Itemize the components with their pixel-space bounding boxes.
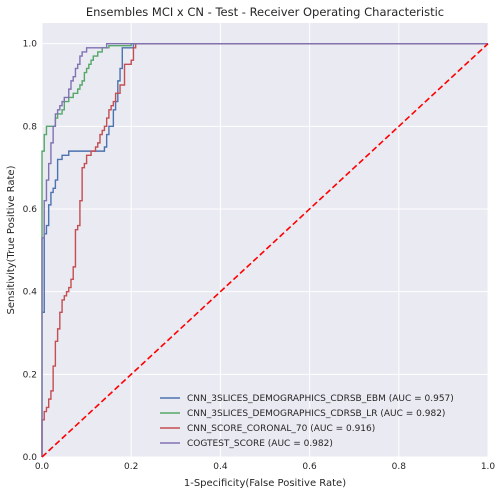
chart-title: Ensembles MCI x CN - Test - Receiver Ope… [86, 5, 444, 19]
x-tick-label: 0.6 [302, 462, 317, 472]
y-tick-label: 1.0 [23, 40, 38, 50]
x-tick-label: 0.0 [35, 462, 50, 472]
x-tick-label: 1.0 [481, 462, 496, 472]
y-tick-label: 0.4 [23, 288, 38, 298]
y-axis-ticks: 0.0 0.2 0.4 0.6 0.8 1.0 [23, 40, 38, 463]
y-tick-label: 0.6 [23, 205, 38, 215]
plot-background [42, 23, 488, 457]
legend-label: CNN_3SLICES_DEMOGRAPHICS_CDRSB_EBM (AUC … [187, 394, 454, 404]
x-tick-label: 0.4 [213, 462, 228, 472]
x-tick-label: 0.8 [392, 462, 407, 472]
x-axis-ticks: 0.0 0.2 0.4 0.6 0.8 1.0 [35, 462, 496, 472]
y-tick-label: 0.2 [23, 370, 37, 380]
y-tick-label: 0.8 [23, 122, 38, 132]
legend-label: COGTEST_SCORE (AUC = 0.982) [187, 439, 333, 449]
legend-label: CNN_3SLICES_DEMOGRAPHICS_CDRSB_LR (AUC =… [187, 409, 445, 419]
x-axis-label: 1-Specificity(False Positive Rate) [184, 478, 346, 489]
legend-label: CNN_SCORE_CORONAL_70 (AUC = 0.916) [187, 424, 375, 434]
x-tick-label: 0.2 [124, 462, 138, 472]
y-tick-label: 0.0 [23, 453, 38, 463]
y-axis-label: Sensitivity(True Positive Rate) [6, 165, 17, 314]
